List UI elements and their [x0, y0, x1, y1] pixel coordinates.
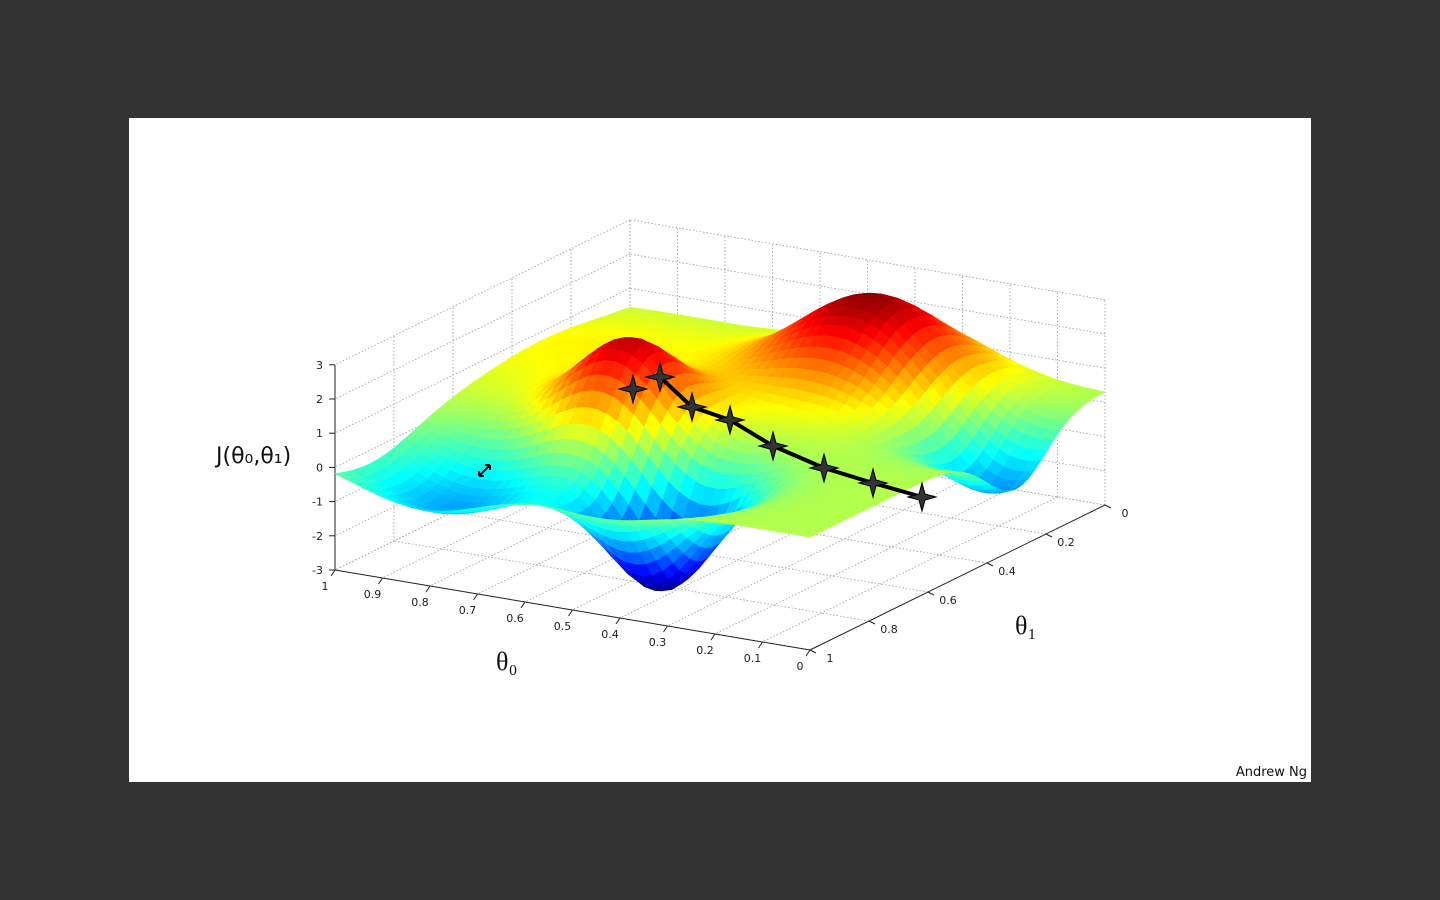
floor-grid — [524, 456, 821, 603]
path-star — [676, 391, 708, 423]
wall-grid — [334, 424, 631, 571]
path-star — [757, 430, 789, 462]
z-tick-label: 1 — [316, 427, 323, 440]
descent-path — [617, 361, 938, 513]
floor-grid — [572, 464, 868, 611]
floor-grid — [477, 448, 773, 595]
x-tick — [758, 641, 763, 649]
x-tick — [378, 577, 383, 585]
wall-grid — [334, 390, 631, 537]
x-tick-label: 0.6 — [506, 612, 524, 625]
y-tick — [927, 591, 935, 596]
wall-grid — [334, 219, 631, 366]
wall-grid — [334, 287, 631, 434]
floor-grid — [714, 488, 1011, 635]
x-tick-label: 0.7 — [459, 604, 477, 617]
z-tick-label: -2 — [312, 530, 323, 543]
path-star — [808, 452, 840, 484]
path-star — [906, 481, 938, 513]
x-tick-label: 1 — [322, 580, 329, 593]
y-axis — [809, 504, 1106, 651]
y-tick-label: 0.6 — [939, 594, 957, 607]
x-axis-label: θ₀ — [496, 647, 518, 676]
x-tick-label: 0.2 — [696, 644, 714, 657]
y-tick-label: 0.4 — [998, 565, 1016, 578]
wall-grid — [334, 322, 631, 468]
z-axis-label: J(θ₀,θ₁) — [214, 444, 291, 469]
cursor — [478, 464, 491, 477]
floor-grid — [762, 496, 1058, 643]
z-tick-label: -3 — [312, 564, 323, 577]
footer: Andrew Ng — [1235, 765, 1307, 780]
x-tick — [805, 649, 811, 657]
path-star — [857, 467, 889, 499]
path-star — [644, 361, 676, 393]
y-tick — [986, 562, 994, 567]
x-tick — [520, 601, 526, 609]
path-star — [714, 404, 746, 436]
x-tick-label: 0.5 — [554, 620, 572, 633]
labels: J(θ₀,θ₁) θ₀ θ₁ 1 0.9 0.8 0.7 0.6 0.5 0.4 0.3 0.2… — [214, 359, 1129, 676]
y-axis-label: θ₁ — [1015, 611, 1037, 640]
floor-grid — [429, 440, 726, 587]
y-tick-label: 0.2 — [1057, 536, 1075, 549]
y-tick-label: 1 — [827, 652, 834, 665]
x-tick — [473, 593, 478, 601]
surface — [334, 292, 1106, 592]
y-tick-label: 0.8 — [880, 623, 898, 636]
x-tick — [568, 609, 573, 617]
x-tick-label: 0.3 — [649, 636, 667, 649]
x-tick — [330, 569, 336, 577]
x-tick-label: 0 — [797, 660, 804, 673]
y-tick-label: 0 — [1122, 507, 1129, 520]
x-tick-label: 0.8 — [411, 596, 429, 609]
floor-grid — [619, 472, 916, 619]
floor-grid — [667, 480, 963, 627]
y-tick — [1104, 504, 1112, 509]
surface-patch — [798, 531, 818, 538]
z-tick-label: 2 — [316, 393, 323, 406]
z-tick-label: 3 — [316, 359, 323, 372]
x-tick-label: 0.1 — [744, 652, 762, 665]
x-tick-label: 0.4 — [601, 628, 619, 641]
x-tick — [710, 633, 716, 641]
y-tick — [809, 649, 817, 654]
floor-grid — [382, 432, 678, 579]
z-tick-label: 0 — [316, 461, 323, 474]
x-tick — [615, 617, 621, 625]
z-tick-label: -1 — [312, 496, 323, 509]
path-star — [617, 373, 649, 405]
y-tick — [1045, 533, 1053, 538]
x-tick-label: 0.9 — [364, 588, 382, 601]
x-tick — [425, 585, 431, 593]
wall-grid — [334, 253, 631, 400]
y-tick — [868, 620, 876, 625]
x-tick — [663, 625, 668, 633]
